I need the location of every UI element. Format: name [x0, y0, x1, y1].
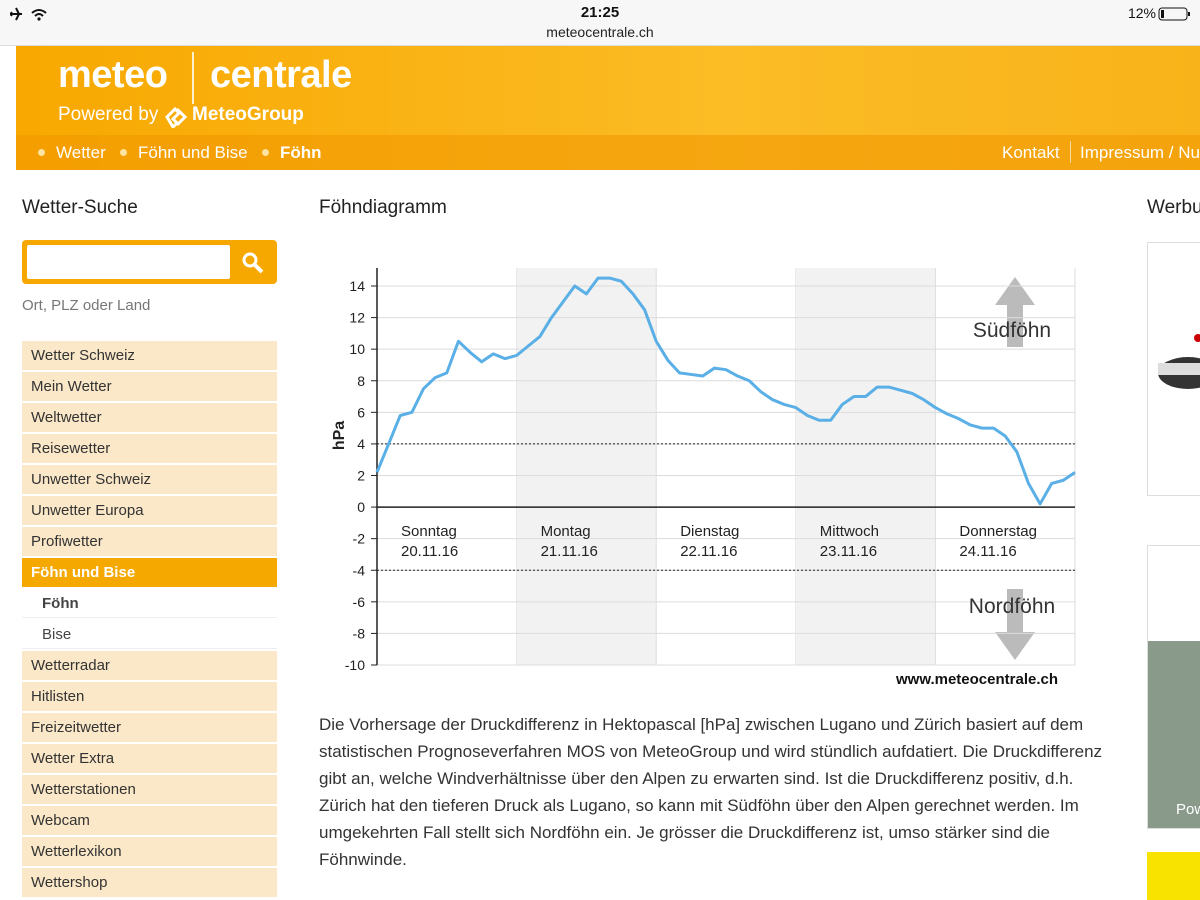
date-label: 22.11.16	[680, 543, 737, 560]
ad-text: Pow	[1176, 801, 1200, 818]
ad-image	[1158, 334, 1200, 389]
y-tick-label: 12	[349, 310, 365, 326]
ad-box[interactable]: Pow	[1147, 545, 1200, 829]
foehn-chart: -10 -8 -6 -4 -2 0 2 4 6 8 10 12 14 Sonntag 20.11.16 Mon…	[331, 268, 1076, 688]
menu-item[interactable]: Hitlisten	[22, 682, 277, 711]
menu-item[interactable]: Wettershop	[22, 868, 277, 897]
logo-separator	[192, 52, 194, 104]
status-bar: 21:25 meteocentrale.ch 12%	[0, 0, 1200, 46]
menu-item[interactable]: Unwetter Europa	[22, 496, 277, 525]
nav-link[interactable]: Föhn	[280, 143, 322, 162]
search-form	[22, 240, 277, 284]
y-tick-label: -10	[345, 657, 365, 673]
chart-title: Föhndiagramm	[319, 197, 447, 218]
logo[interactable]: meteo	[58, 54, 168, 96]
nav-bullet	[262, 149, 269, 156]
data-line	[375, 276, 1076, 506]
menu-item[interactable]: Wetterlexikon	[22, 837, 277, 866]
menu-item[interactable]: Föhn und Bise	[22, 558, 277, 587]
day-label: Dienstag	[680, 523, 739, 540]
search-hint: Ort, PLZ oder Land	[22, 297, 151, 314]
nav-link[interactable]: Föhn und Bise	[138, 143, 248, 162]
group-name: MeteoGroup	[192, 104, 304, 125]
ad-title: Werbu	[1147, 197, 1200, 218]
nav-bullet	[120, 149, 127, 156]
y-tick-label: 0	[357, 499, 365, 515]
date-label: 24.11.16	[959, 543, 1016, 560]
address-bar[interactable]: meteocentrale.ch	[546, 24, 654, 40]
annotation: Nordföhn	[969, 595, 1055, 618]
nav-link[interactable]: Wetter	[56, 143, 106, 162]
search-input[interactable]	[27, 245, 230, 279]
menu-item[interactable]: Profiwetter	[22, 527, 277, 556]
menu-item[interactable]: Föhn	[22, 589, 277, 618]
ad-top	[1148, 546, 1200, 641]
day-label: Donnerstag	[959, 523, 1037, 540]
annotation: Südföhn	[973, 319, 1051, 342]
y-tick-label: 2	[357, 468, 365, 484]
menu-item[interactable]: Wetter Schweiz	[22, 341, 277, 370]
menu-item[interactable]: Wetterradar	[22, 651, 277, 680]
date-label: 21.11.16	[541, 543, 598, 560]
day-label: Sonntag	[401, 523, 457, 540]
ad-column: Werbu Pow	[1147, 0, 1200, 900]
description: Die Vorhersage der Druckdifferenz in Hek…	[319, 715, 1103, 869]
header-link[interactable]: Kontakt	[1002, 143, 1060, 162]
menu-item[interactable]: Freizeitwetter	[22, 713, 277, 742]
y-tick-label: -6	[353, 594, 366, 610]
ad-box[interactable]	[1147, 852, 1200, 900]
group-logo	[165, 106, 188, 128]
date-label: 23.11.16	[820, 543, 877, 560]
battery-icon	[1158, 7, 1190, 21]
y-tick-label: -2	[353, 531, 366, 547]
y-axis-label: hPa	[331, 421, 348, 450]
nav-bar: Wetter Föhn und Bise Föhn Kontakt Impressum …	[16, 135, 1200, 170]
nav-bullet	[38, 149, 45, 156]
search-button[interactable]	[240, 250, 266, 276]
y-tick-label: 4	[357, 436, 365, 452]
battery-level: 12%	[1127, 5, 1156, 21]
clock: 21:25	[580, 4, 620, 21]
logo[interactable]: centrale	[210, 54, 352, 96]
day-label: Montag	[541, 523, 591, 540]
y-tick-label: 6	[357, 404, 365, 420]
site-header: meteo centrale Powered by MeteoGroup Wet…	[16, 46, 1200, 170]
y-tick-label: -8	[353, 625, 366, 641]
menu-item[interactable]: Bise	[22, 620, 277, 649]
menu-item[interactable]: Weltwetter	[22, 403, 277, 432]
sidebar-title: Wetter-Suche	[22, 197, 138, 218]
ad-box[interactable]	[1147, 242, 1200, 496]
menu-item[interactable]: Wetter Extra	[22, 744, 277, 773]
y-tick-label: 14	[349, 278, 365, 294]
y-tick-label: 10	[349, 341, 365, 357]
menu-item[interactable]: Mein Wetter	[22, 372, 277, 401]
status-icons	[10, 7, 47, 21]
y-tick-label: -4	[353, 562, 366, 578]
menu-item[interactable]: Unwetter Schweiz	[22, 465, 277, 494]
day-label: Mittwoch	[820, 523, 879, 540]
day-band	[795, 268, 936, 665]
powered-by: Powered by	[58, 104, 159, 125]
day-band	[516, 268, 657, 665]
source-label: www.meteocentrale.ch	[895, 671, 1058, 688]
menu-item[interactable]: Reisewetter	[22, 434, 277, 463]
north-arrow	[995, 589, 1035, 660]
nav-separator	[1070, 141, 1071, 163]
header-link[interactable]: Impressum / Nu	[1080, 143, 1200, 162]
south-arrow	[995, 277, 1035, 347]
menu-item[interactable]: Wetterstationen	[22, 775, 277, 804]
y-tick-label: 8	[357, 373, 365, 389]
menu-item[interactable]: Webcam	[22, 806, 277, 835]
date-label: 20.11.16	[401, 543, 458, 560]
